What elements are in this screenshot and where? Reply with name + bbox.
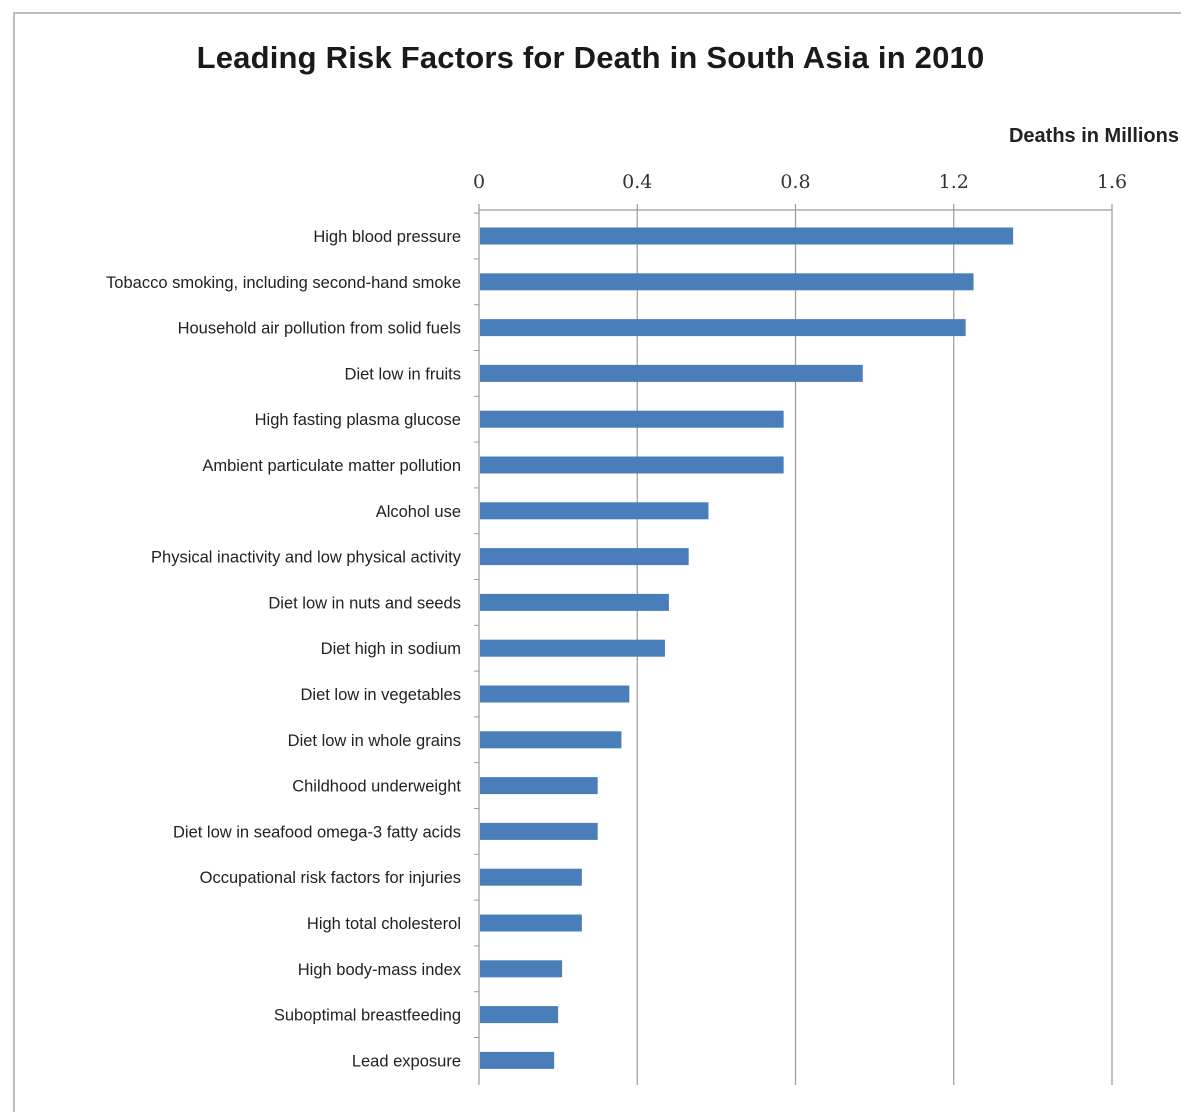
category-label: Diet low in vegetables bbox=[300, 686, 461, 704]
category-label: Household air pollution from solid fuels bbox=[178, 320, 461, 338]
x-tick-label: 0 bbox=[473, 171, 485, 193]
category-label: High fasting plasma glucose bbox=[255, 411, 461, 429]
gridlines bbox=[636, 210, 1113, 1085]
category-label: Diet low in whole grains bbox=[288, 732, 461, 750]
bar bbox=[480, 319, 966, 337]
bar bbox=[480, 1006, 559, 1024]
bar bbox=[480, 914, 582, 932]
x-tick-label: 0.8 bbox=[780, 171, 810, 193]
x-tick-label: 1.2 bbox=[939, 171, 969, 193]
x-axis-title: Deaths in Millions bbox=[1008, 125, 1179, 147]
category-label: Diet low in fruits bbox=[345, 365, 461, 383]
bar bbox=[480, 273, 974, 291]
category-label: High blood pressure bbox=[313, 228, 461, 246]
bar bbox=[480, 639, 665, 657]
category-labels: High blood pressure Tobacco smoking, incl… bbox=[106, 228, 462, 1070]
category-label: Suboptimal breastfeeding bbox=[274, 1007, 461, 1025]
category-label: High body-mass index bbox=[298, 961, 462, 979]
bar bbox=[480, 822, 598, 840]
bar bbox=[480, 456, 784, 474]
bars bbox=[480, 227, 1014, 1069]
bar bbox=[480, 227, 1014, 245]
bar bbox=[480, 685, 630, 703]
category-label: Diet low in seafood omega-3 fatty acids bbox=[173, 823, 461, 841]
chart-title: Leading Risk Factors for Death in South … bbox=[196, 40, 985, 75]
category-label: Diet high in sodium bbox=[321, 640, 461, 658]
category-label: Occupational risk factors for injuries bbox=[200, 869, 461, 887]
category-label: Diet low in nuts and seeds bbox=[268, 594, 461, 612]
bar bbox=[480, 960, 563, 978]
category-label: Childhood underweight bbox=[292, 778, 461, 796]
bar bbox=[480, 1051, 555, 1069]
bar bbox=[480, 731, 622, 749]
bar bbox=[480, 593, 669, 611]
x-tick-label: 0.4 bbox=[622, 171, 652, 193]
bar bbox=[480, 364, 863, 382]
bar bbox=[480, 777, 598, 795]
chart-frame bbox=[13, 12, 1181, 1112]
x-tick-label: 1.6 bbox=[1097, 171, 1127, 193]
category-label: Ambient particulate matter pollution bbox=[202, 457, 461, 475]
category-label: Tobacco smoking, including second-hand s… bbox=[106, 274, 461, 292]
category-label: Lead exposure bbox=[352, 1052, 461, 1070]
bar bbox=[480, 502, 709, 520]
bar bbox=[480, 410, 784, 428]
bar bbox=[480, 548, 689, 566]
category-label: High total cholesterol bbox=[307, 915, 461, 933]
tick-labels: 0 0.4 0.8 1.2 1.6 bbox=[473, 171, 1127, 193]
category-label: Alcohol use bbox=[376, 503, 461, 521]
category-label: Physical inactivity and low physical act… bbox=[151, 549, 462, 567]
bar bbox=[480, 868, 582, 886]
axes bbox=[474, 204, 1113, 1085]
